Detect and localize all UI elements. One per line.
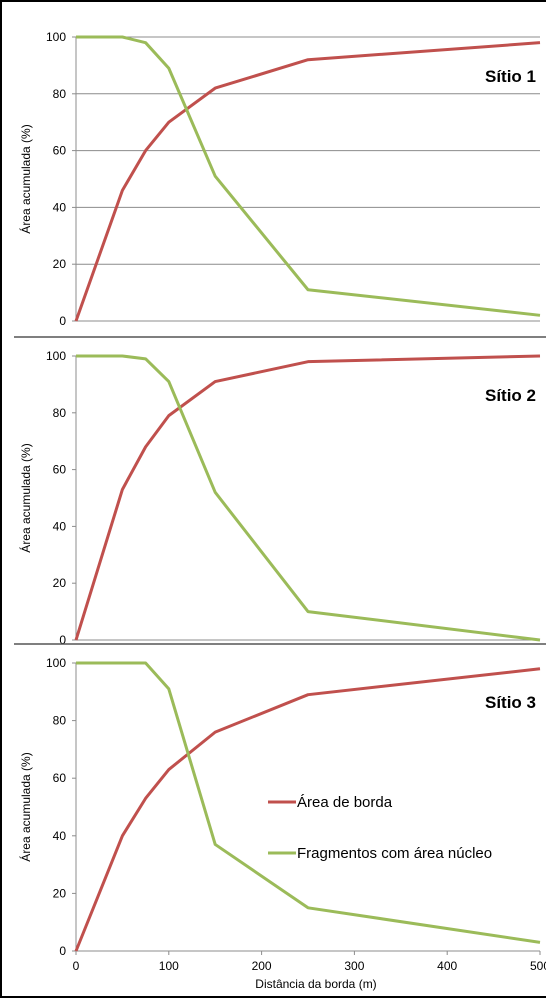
x-tick-label: 100: [159, 959, 179, 973]
panel-1: 0 20 40 60 80 100 Área acumulada (%) Sítio 1: [18, 30, 540, 328]
series-line-fragmentos-nucleo: [76, 37, 540, 315]
y-tick-label: 20: [53, 257, 67, 271]
y-tick-label: 100: [46, 656, 66, 670]
panel-title: Sítio 3: [485, 693, 536, 712]
y-tick-label: 20: [53, 576, 67, 590]
x-tick-label: 200: [252, 959, 272, 973]
y-tick-label: 60: [53, 463, 67, 477]
y-axis-label: Área acumulada (%): [18, 443, 33, 552]
panel-3: 0 20 40 60 80 100 0 100 200 300 400 500 Área acumula…: [14, 644, 546, 991]
x-tick-label: 400: [437, 959, 457, 973]
x-tick-label: 500: [530, 959, 546, 973]
y-tick-label: 40: [53, 829, 67, 843]
y-tick-label: 0: [59, 633, 66, 647]
y-axis-label: Área acumulada (%): [18, 752, 33, 861]
x-tick-label: 300: [344, 959, 364, 973]
legend-label: Área de borda: [297, 794, 393, 811]
y-tick-label: 100: [46, 349, 66, 363]
legend: Área de borda Fragmentos com área núcleo: [268, 794, 492, 862]
x-tick-label: 0: [73, 959, 80, 973]
y-tick-label: 60: [53, 771, 67, 785]
panel-2: 0 20 40 60 80 100 Área acumulada (%) Sítio 2: [14, 337, 546, 647]
y-axis-label: Área acumulada (%): [18, 124, 33, 233]
y-tick-label: 40: [53, 519, 67, 533]
series-line-area-de-borda: [76, 43, 540, 321]
y-tick-label: 80: [53, 87, 67, 101]
y-tick-label: 0: [59, 314, 66, 328]
y-tick-label: 80: [53, 406, 67, 420]
legend-label: Fragmentos com área núcleo: [297, 845, 492, 862]
x-axis-label: Distância da borda (m): [255, 977, 376, 991]
y-tick-label: 100: [46, 30, 66, 44]
panel-title: Sítio 2: [485, 386, 536, 405]
y-tick-label: 60: [53, 144, 67, 158]
y-tick-label: 0: [59, 944, 66, 958]
series-line-area-de-borda: [76, 356, 540, 640]
y-tick-label: 80: [53, 714, 67, 728]
y-tick-label: 20: [53, 886, 67, 900]
y-tick-label: 40: [53, 200, 67, 214]
series-line-fragmentos-nucleo: [76, 356, 540, 640]
panel-title: Sítio 1: [485, 67, 536, 86]
